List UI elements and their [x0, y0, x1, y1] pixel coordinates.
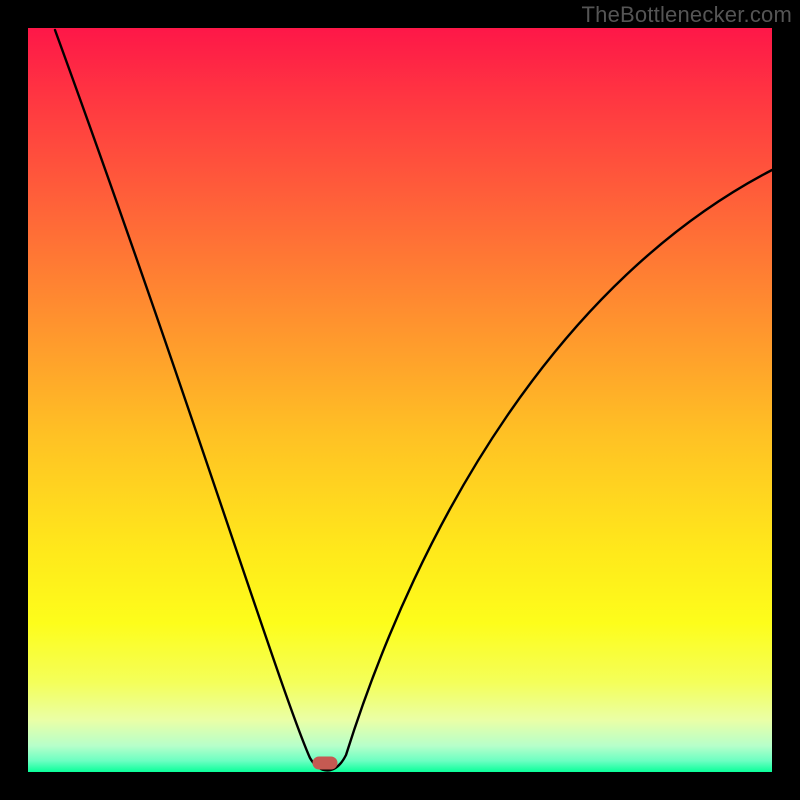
watermark-text: TheBottlenecker.com: [582, 2, 792, 28]
optimal-marker: [313, 757, 337, 769]
plot-background: [28, 28, 772, 772]
bottleneck-chart: [0, 0, 800, 800]
chart-frame: TheBottlenecker.com: [0, 0, 800, 800]
